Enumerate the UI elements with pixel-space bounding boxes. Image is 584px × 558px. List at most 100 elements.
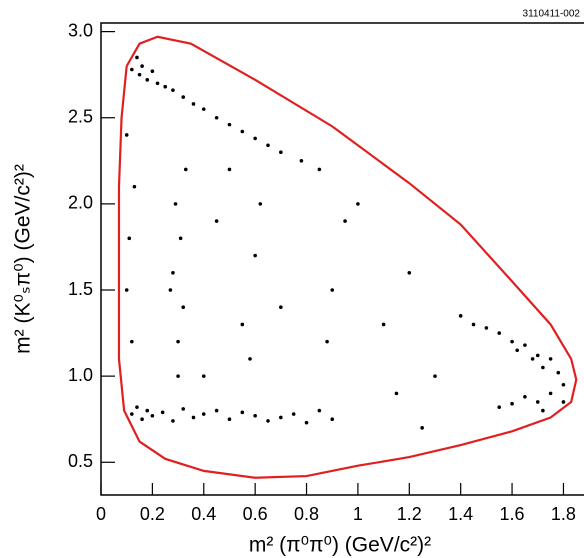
event-point <box>548 357 553 361</box>
y-tick-label: 1.0 <box>68 365 93 385</box>
x-tick-label: 1.6 <box>500 504 525 524</box>
x-axis-label: m² (π⁰π⁰) (GeV/c²)² <box>249 534 431 557</box>
event-point <box>548 391 553 396</box>
event-point <box>214 115 219 120</box>
event-point <box>407 270 412 275</box>
event-point <box>510 401 514 406</box>
event-point <box>130 339 134 344</box>
event-point <box>160 410 165 415</box>
x-tick-label: 1.2 <box>397 504 422 524</box>
event-point <box>227 167 232 172</box>
event-point <box>515 348 520 353</box>
x-tick-label: 0.6 <box>243 504 268 524</box>
kinematic-boundary <box>117 35 578 479</box>
event-point <box>394 391 399 396</box>
event-point <box>299 159 304 163</box>
event-point <box>325 339 329 344</box>
event-point <box>214 219 219 223</box>
x-tick-label: 0.8 <box>294 504 319 524</box>
x-tick-label: 0.2 <box>140 504 165 524</box>
event-point <box>279 305 283 310</box>
event-point <box>183 167 188 172</box>
event-point <box>240 129 245 134</box>
y-tick-label: 3.0 <box>68 20 93 40</box>
event-point <box>191 415 196 420</box>
event-point <box>155 81 160 86</box>
event-point <box>181 305 186 310</box>
event-point <box>201 374 206 378</box>
event-point <box>176 339 180 344</box>
event-point <box>248 357 252 361</box>
x-tick-label: 0.4 <box>191 504 216 524</box>
event-point <box>135 55 139 60</box>
event-point <box>541 408 545 413</box>
event-point <box>535 353 540 358</box>
event-point <box>266 419 270 423</box>
event-point <box>433 374 437 378</box>
y-tick-label: 1.5 <box>68 279 93 299</box>
event-point <box>227 417 232 422</box>
event-point <box>132 184 137 189</box>
event-point <box>253 253 257 258</box>
plot-frame <box>100 22 584 496</box>
event-point <box>171 419 175 423</box>
event-point <box>135 405 139 409</box>
event-point <box>304 420 309 425</box>
event-point <box>201 412 206 416</box>
event-point <box>140 64 144 68</box>
y-tick-label: 2.5 <box>68 106 93 126</box>
event-point <box>171 270 175 275</box>
event-point <box>253 136 257 141</box>
event-point <box>541 365 545 370</box>
event-point <box>258 202 263 206</box>
event-point <box>145 78 150 82</box>
event-point <box>130 67 134 72</box>
event-point <box>497 405 502 409</box>
event-point <box>240 322 245 327</box>
event-point <box>176 374 180 378</box>
x-tick-label: 1 <box>353 504 363 524</box>
event-point <box>458 314 463 318</box>
event-point <box>530 357 535 361</box>
annotation: 3110411-002 <box>523 9 581 20</box>
event-point <box>556 370 561 375</box>
event-point <box>356 202 360 206</box>
event-point <box>201 107 206 111</box>
event-point <box>130 412 134 416</box>
event-point <box>137 72 142 77</box>
event-point <box>330 288 335 292</box>
event-point <box>279 415 283 420</box>
event-point <box>561 382 566 387</box>
event-point <box>497 331 502 335</box>
event-point <box>291 412 296 416</box>
event-point <box>150 69 155 74</box>
x-tick-label: 1.8 <box>551 504 576 524</box>
event-point <box>191 102 196 106</box>
event-point <box>510 339 514 344</box>
x-tick-label: 1.4 <box>448 504 473 524</box>
event-point <box>279 150 283 154</box>
event-point <box>124 288 129 292</box>
event-point <box>145 408 150 413</box>
event-point <box>381 322 386 327</box>
event-point <box>266 143 270 148</box>
event-point <box>150 413 155 418</box>
event-point <box>163 84 168 89</box>
event-point <box>471 322 476 327</box>
event-point <box>343 219 347 223</box>
event-point <box>330 417 335 422</box>
event-point <box>561 400 566 404</box>
event-point <box>523 343 527 347</box>
event-point <box>171 88 175 92</box>
event-point <box>178 236 183 241</box>
y-axis-label: m² (K⁰ₛπ⁰) (GeV/c²)² <box>12 164 35 354</box>
event-point <box>124 133 129 137</box>
event-point <box>173 202 178 206</box>
event-point <box>214 408 219 413</box>
event-point <box>227 122 232 127</box>
event-point <box>140 417 144 422</box>
x-tick-label: 0 <box>96 504 106 524</box>
event-point <box>420 426 424 430</box>
event-point <box>127 236 132 241</box>
